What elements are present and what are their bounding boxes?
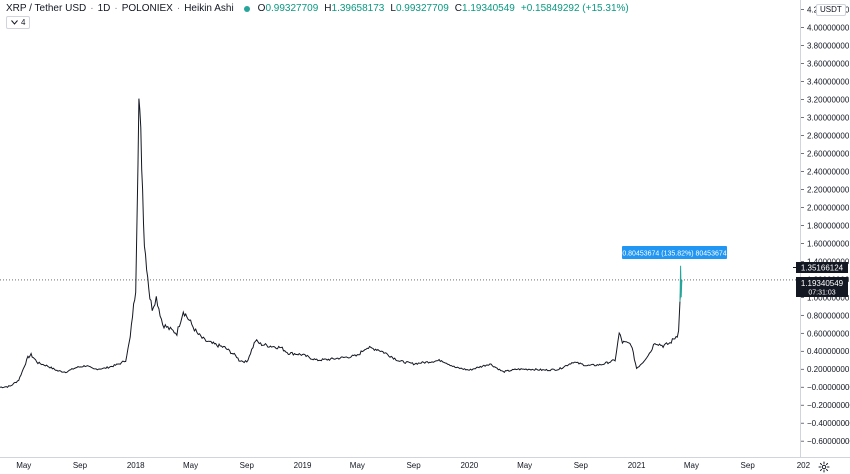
indicators-toggle-button[interactable]: 4 xyxy=(6,16,31,29)
indicator-count: 4 xyxy=(21,18,26,27)
measure-label: 0.80453674 (135.82%) 80453674 xyxy=(622,246,727,259)
price-series-line xyxy=(0,98,683,389)
low-label: L xyxy=(390,3,396,14)
close-label: C xyxy=(454,3,463,14)
measure-text: 0.80453674 (135.82%) 80453674 xyxy=(622,251,726,258)
y-axis[interactable]: 4.200000004.000000003.800000003.60000000… xyxy=(800,0,850,457)
high-label: H xyxy=(324,3,332,14)
y-tick-label: −0.40000000 xyxy=(807,419,850,428)
x-tick-label: May xyxy=(350,461,365,470)
high-price-label: 1.35166124 xyxy=(793,262,848,273)
high-value: 1.39658173 xyxy=(331,3,385,14)
x-tick-label: Sep xyxy=(574,461,589,470)
y-tick-label: −0.60000000 xyxy=(807,437,850,446)
y-tick-label: 2.60000000 xyxy=(807,149,850,158)
chevron-down-icon xyxy=(11,20,18,25)
x-tick-label: 2018 xyxy=(127,461,145,470)
x-tick-label: 2019 xyxy=(294,461,312,470)
y-tick-label: 2.00000000 xyxy=(807,203,850,212)
low-value: 0.99327709 xyxy=(395,3,449,14)
legend-separator: · xyxy=(176,3,181,14)
y-tick-label: 1.60000000 xyxy=(807,239,850,248)
y-tick-label: 2.40000000 xyxy=(807,167,850,176)
x-tick-label: 202 xyxy=(797,461,811,470)
x-tick-label: May xyxy=(183,461,198,470)
y-tick-label: 0.60000000 xyxy=(807,329,850,338)
close-value: 1.19340549 xyxy=(462,3,515,14)
y-tick-label: −0.20000000 xyxy=(807,401,850,410)
y-tick-label: 2.80000000 xyxy=(807,131,850,140)
legend-separator: · xyxy=(90,3,94,14)
y-tick-label: 1.80000000 xyxy=(807,221,850,230)
countdown-text: 07:31:03 xyxy=(808,290,835,297)
open-value: 0.99327709 xyxy=(265,3,319,14)
y-tick-label: 0.20000000 xyxy=(807,365,850,374)
x-tick-label: Sep xyxy=(240,461,255,470)
change-value: +0.15849292 (+15.31%) xyxy=(520,3,629,14)
x-tick-label: Sep xyxy=(741,461,756,470)
y-tick-label: 3.00000000 xyxy=(807,114,850,123)
y-tick-label: 1.40000000 xyxy=(807,257,850,266)
x-tick-label: Sep xyxy=(73,461,88,470)
chart-style-label: Heikin Ashi xyxy=(184,3,234,14)
last-price-label: 1.19340549 07:31:03 xyxy=(796,277,848,297)
legend-separator: · xyxy=(114,3,118,14)
interval-label[interactable]: 1D xyxy=(97,3,111,14)
y-tick-label: 3.80000000 xyxy=(807,42,850,51)
symbol-name[interactable]: XRP / Tether USD xyxy=(6,3,87,14)
currency-badge[interactable]: USDT xyxy=(816,4,846,16)
y-tick-label: 0.80000000 xyxy=(807,311,850,320)
x-tick-label: May xyxy=(517,461,532,470)
last-price-text: 1.19340549 xyxy=(801,279,844,288)
x-tick-label: 2021 xyxy=(628,461,646,470)
y-tick-label: 3.20000000 xyxy=(807,96,850,105)
market-status-icon xyxy=(243,5,250,12)
y-tick-label: 2.20000000 xyxy=(807,185,850,194)
y-tick-label: 3.60000000 xyxy=(807,60,850,69)
x-tick-label: Sep xyxy=(406,461,421,470)
y-tick-label: 0.40000000 xyxy=(807,347,850,356)
symbol-legend: XRP / Tether USD · 1D · POLONIEX · Heiki… xyxy=(6,3,635,14)
x-tick-label: May xyxy=(684,461,699,470)
y-tick-label: 4.00000000 xyxy=(807,24,850,33)
x-tick-label: 2020 xyxy=(460,461,478,470)
gear-icon[interactable] xyxy=(818,461,830,473)
x-axis[interactable]: May Sep 2018 May Sep 2019 May Sep 2020 May Sep 2021… xyxy=(0,457,850,471)
y-tick-label: 1.00000000 xyxy=(807,293,850,302)
y-tick-label: 3.40000000 xyxy=(807,78,850,87)
y-tick-label: −0.00000000 xyxy=(807,383,850,392)
x-tick-label: May xyxy=(16,461,31,470)
spike-line xyxy=(679,265,683,302)
open-label: O xyxy=(257,3,266,14)
exchange-label: POLONIEX xyxy=(121,3,173,14)
high-price-text: 1.35166124 xyxy=(801,264,844,273)
